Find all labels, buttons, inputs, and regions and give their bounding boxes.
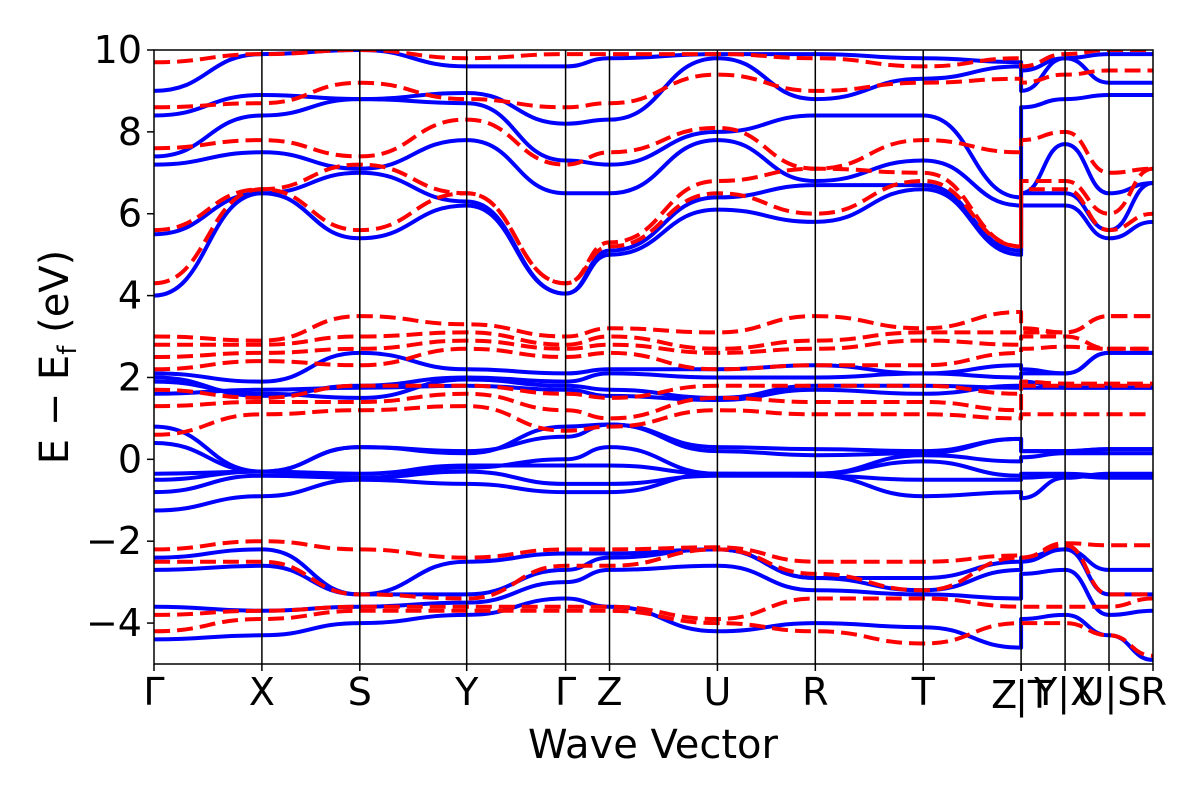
x-tick-label: Z: [991, 673, 1017, 717]
x-axis: Γ X S Y Γ Z U R T Z|TY|XU|S R: [143, 664, 1167, 718]
y-tick-label: 8: [118, 110, 142, 154]
y-axis-title-suffix: (eV): [32, 250, 78, 346]
x-tick-label: R: [1141, 670, 1167, 714]
x-tick-label: T: [911, 670, 936, 714]
y-axis: −4 −2 0 2 4 6 8 10: [86, 28, 154, 645]
y-axis-title-subscript: f: [53, 345, 83, 355]
y-tick-label: −2: [86, 519, 142, 563]
y-axis-title: E − Ef (eV): [32, 250, 83, 465]
x-tick-label: U|S: [1077, 670, 1142, 715]
dashed-band-16: [154, 50, 1153, 69]
x-tick-label: U: [704, 670, 732, 714]
y-tick-label: 0: [118, 437, 142, 481]
plot-frame: [153, 49, 1154, 665]
x-axis-title: Wave Vector: [528, 722, 779, 768]
x-tick-label: |T: [1015, 673, 1052, 718]
y-tick-label: 10: [94, 28, 142, 72]
x-tick-label: Y: [454, 670, 479, 714]
dashed-band-12: [154, 179, 1153, 286]
y-axis-title-prefix: E − E: [32, 355, 78, 465]
x-tick-label: X: [249, 670, 275, 714]
dashed-band-11: [154, 310, 1153, 343]
high-symmetry-lines: [261, 50, 1110, 664]
x-tick-label: Z: [597, 670, 623, 714]
y-tick-label: 4: [118, 274, 142, 318]
dashed-band-4: [154, 539, 1153, 564]
y-tick-label: −4: [86, 601, 142, 645]
x-tick-label: S: [348, 670, 372, 714]
y-tick-label: 2: [118, 355, 142, 399]
solid-band-17: [154, 138, 1153, 208]
y-tick-label: 6: [118, 192, 142, 236]
x-tick-label: R: [802, 670, 828, 714]
solid-band-15: [154, 187, 1153, 298]
x-tick-label: Γ: [555, 670, 576, 714]
dashed-band-9: [154, 334, 1153, 359]
dashed-band-6: [154, 383, 1153, 421]
x-tick-label: Γ: [143, 670, 164, 714]
x-tick-label: Y|X: [1033, 670, 1096, 715]
